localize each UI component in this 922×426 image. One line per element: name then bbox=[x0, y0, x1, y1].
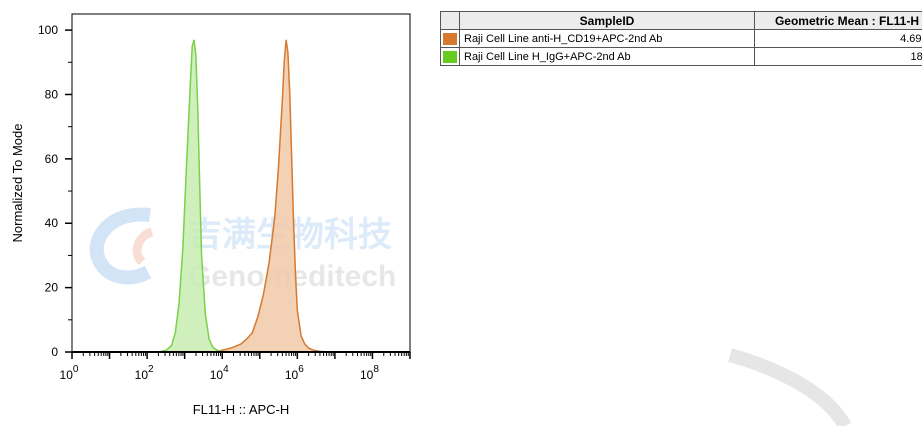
decorative-stroke bbox=[728, 348, 852, 426]
geometric-mean-header: Geometric Mean : FL11-H bbox=[754, 11, 922, 30]
x-tick-exponent: 4 bbox=[223, 364, 229, 375]
legend-swatch-cell bbox=[440, 29, 460, 48]
x-tick-exponent: 0 bbox=[73, 364, 79, 375]
legend-sample-name: Raji Cell Line H_IgG+APC-2nd Ab bbox=[459, 47, 755, 66]
y-axis: 0 20 40 60 80 100 bbox=[38, 23, 72, 359]
legend-geometric-mean: 1852 bbox=[754, 47, 922, 66]
x-tick-label: 104 bbox=[210, 364, 229, 382]
legend-header-row: SampleID Geometric Mean : FL11-H bbox=[440, 11, 922, 30]
legend-swatch-header bbox=[440, 11, 460, 30]
y-tick-label: 40 bbox=[45, 216, 59, 230]
legend-row: Raji Cell Line anti-H_CD19+APC-2nd Ab 4.… bbox=[440, 29, 922, 48]
series-layer bbox=[158, 39, 335, 353]
legend-geometric-mean: 4.69E5 bbox=[754, 29, 922, 48]
x-tick-label: 108 bbox=[360, 364, 379, 382]
plot-frame bbox=[71, 13, 411, 353]
legend-sample-name: Raji Cell Line anti-H_CD19+APC-2nd Ab bbox=[459, 29, 755, 48]
x-tick-exponent: 8 bbox=[373, 364, 379, 375]
legend-swatch-cell bbox=[440, 47, 460, 66]
y-tick-label: 60 bbox=[45, 152, 59, 166]
x-axis: 100 102 104 106 108 bbox=[60, 351, 411, 382]
y-tick-label: 0 bbox=[51, 345, 58, 359]
x-axis-title: FL11-H :: APC-H bbox=[193, 402, 290, 417]
series-line bbox=[210, 39, 335, 353]
y-tick-label: 20 bbox=[45, 281, 59, 295]
y-tick-label: 80 bbox=[45, 87, 59, 101]
x-tick-label: 102 bbox=[135, 364, 154, 382]
x-tick-exponent: 2 bbox=[148, 364, 154, 375]
y-axis-title: Normalized To Mode bbox=[10, 124, 25, 243]
series-line bbox=[158, 39, 227, 353]
watermark-logo: 吉满生物科技 Genomeditech bbox=[89, 207, 396, 293]
series-area bbox=[211, 39, 335, 353]
x-tick-label: 106 bbox=[285, 364, 304, 382]
legend-table: SampleID Geometric Mean : FL11-H Raji Ce… bbox=[440, 11, 922, 66]
x-tick-exponent: 6 bbox=[298, 364, 304, 375]
legend-swatch bbox=[443, 32, 457, 45]
sample-id-header: SampleID bbox=[459, 11, 755, 30]
legend-row: Raji Cell Line H_IgG+APC-2nd Ab 1852 bbox=[440, 47, 922, 66]
legend-swatch bbox=[443, 50, 457, 63]
y-tick-label: 100 bbox=[38, 23, 58, 37]
x-tick-label: 100 bbox=[60, 364, 79, 382]
series-area bbox=[158, 39, 226, 353]
